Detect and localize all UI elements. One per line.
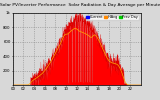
Legend: Current, H.Avg, Prev Day: Current, H.Avg, Prev Day — [86, 15, 139, 20]
Y-axis label: W/m2: W/m2 — [0, 43, 2, 55]
Text: Solar PV/Inverter Performance  Solar Radiation & Day Average per Minute: Solar PV/Inverter Performance Solar Radi… — [0, 3, 160, 7]
